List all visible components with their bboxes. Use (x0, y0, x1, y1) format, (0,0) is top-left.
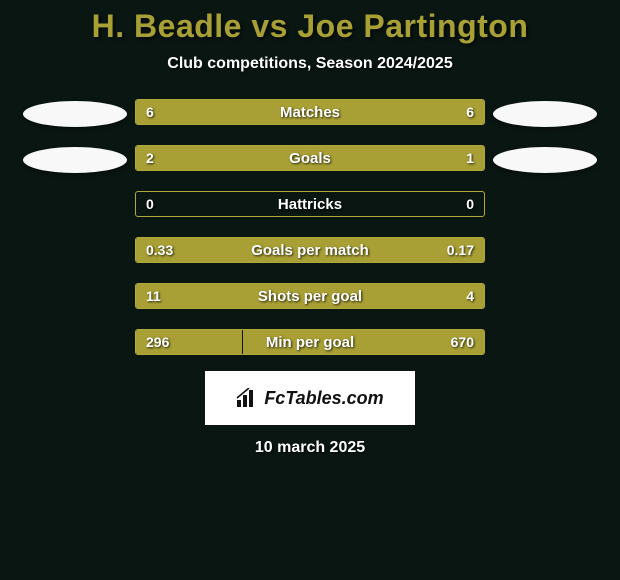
right-club-column (493, 99, 597, 355)
stat-bar-left-fill (136, 330, 242, 354)
stat-bar-left-fill (136, 100, 310, 124)
stat-bar-row: 0 0Hattricks (135, 191, 485, 217)
stat-bar-right-fill (243, 330, 485, 354)
page-subtitle: Club competitions, Season 2024/2025 (167, 55, 452, 73)
club-badge-left (23, 101, 127, 127)
chart-container: H. Beadle vs Joe Partington Club competi… (0, 0, 620, 457)
stat-bar-left-fill (136, 146, 368, 170)
stat-bar-row: 21Goals (135, 145, 485, 171)
club-badge-left (23, 147, 127, 173)
stat-bar-row: 296670Min per goal (135, 329, 485, 355)
stat-bar-right-fill (391, 284, 484, 308)
stat-bar-row: 66Matches (135, 99, 485, 125)
club-badge-right (493, 147, 597, 173)
stat-bar-left-fill (136, 284, 391, 308)
page-title: H. Beadle vs Joe Partington (92, 8, 529, 45)
club-badge-right (493, 101, 597, 127)
stat-bar-right-fill (368, 146, 484, 170)
stat-bar-left-fill (136, 238, 366, 262)
stat-label: Hattricks (136, 192, 484, 216)
stat-bar-row: 114Shots per goal (135, 283, 485, 309)
stat-bar-right-fill (310, 100, 484, 124)
logo-text: FcTables.com (264, 388, 383, 409)
left-club-column (23, 99, 127, 355)
stats-area: 66Matches 21Goals 0 0Hattricks 0.330.17Goals… (0, 99, 620, 355)
stat-bar-right-fill (366, 238, 484, 262)
date-line: 10 march 2025 (255, 439, 365, 457)
fctables-logo: FcTables.com (205, 371, 415, 425)
stat-value-left: 0 (146, 192, 154, 216)
stat-value-right: 0 (466, 192, 474, 216)
bar-chart-icon (236, 388, 258, 408)
stat-bar-row: 0.330.17Goals per match (135, 237, 485, 263)
stat-bars-column: 66Matches 21Goals 0 0Hattricks 0.330.17Goals… (135, 99, 485, 355)
